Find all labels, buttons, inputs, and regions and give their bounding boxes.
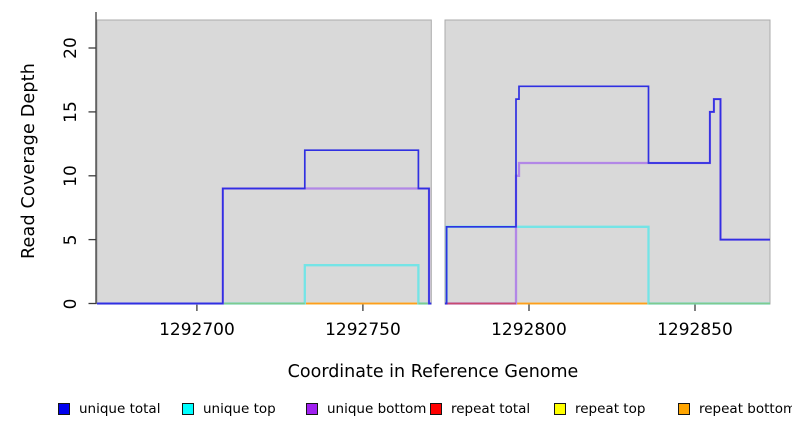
legend-item-repeat-top: repeat top bbox=[554, 400, 645, 418]
unique-bottom-swatch-icon bbox=[306, 403, 318, 415]
legend-label: repeat bottom bbox=[699, 401, 792, 417]
legend-item-repeat-bottom: repeat bottom bbox=[678, 400, 792, 418]
legend-label: repeat total bbox=[451, 401, 531, 417]
x-tick-label-1292800: 1292800 bbox=[491, 320, 567, 340]
legend-item-unique-top: unique top bbox=[182, 400, 276, 418]
legend: unique total unique top unique bottom repea… bbox=[0, 400, 792, 422]
y-tick-label-15: 15 bbox=[61, 101, 81, 123]
legend-item-unique-total: unique total bbox=[58, 400, 160, 418]
plot-panel-left bbox=[96, 19, 432, 305]
x-tick-label-1292750: 1292750 bbox=[325, 320, 401, 340]
y-axis-label: Read Coverage Depth bbox=[19, 62, 39, 260]
y-tick-label-20: 20 bbox=[61, 37, 81, 59]
legend-label: repeat top bbox=[575, 401, 646, 417]
y-tick-label-5: 5 bbox=[61, 234, 81, 246]
x-tick-label-1292850: 1292850 bbox=[657, 320, 733, 340]
legend-item-repeat-total: repeat total bbox=[430, 400, 530, 418]
repeat-total-swatch-icon bbox=[430, 403, 442, 415]
x-tick-label-1292700: 1292700 bbox=[159, 320, 235, 340]
y-tick-label-10: 10 bbox=[61, 164, 81, 187]
repeat-top-swatch-icon bbox=[554, 403, 566, 415]
repeat-bottom-swatch-icon bbox=[678, 403, 690, 415]
legend-label: unique total bbox=[79, 401, 161, 417]
legend-label: unique bottom bbox=[327, 401, 427, 417]
y-tick-label-0: 0 bbox=[61, 298, 81, 309]
legend-label: unique top bbox=[203, 401, 276, 417]
unique-top-swatch-icon bbox=[182, 403, 194, 415]
x-axis-label: Coordinate in Reference Genome bbox=[287, 362, 579, 382]
legend-item-unique-bottom: unique bottom bbox=[306, 400, 426, 418]
series-line-unique-total bbox=[445, 85, 770, 305]
unique-total-swatch-icon bbox=[58, 403, 70, 415]
series-line-unique-total bbox=[97, 149, 432, 305]
